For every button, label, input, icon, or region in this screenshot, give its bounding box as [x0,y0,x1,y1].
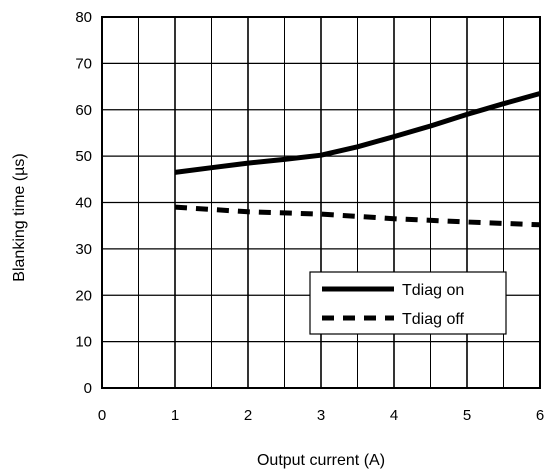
y-tick-label: 60 [75,102,92,119]
series-line-tdiag-off [174,204,541,228]
series-line-tdiag-on [174,91,541,175]
y-tick-label: 10 [75,334,92,351]
y-tick-label: 0 [84,380,92,397]
y-tick-label: 30 [75,241,92,258]
legend: Tdiag on Tdiag off [309,271,507,335]
legend-label-tdiag-on: Tdiag on [402,282,464,299]
y-tick-label: 40 [75,195,92,212]
y-tick-label: 80 [75,9,92,26]
series-lines [174,91,541,228]
x-tick-label: 0 [98,407,106,424]
y-tick-label: 70 [75,55,92,72]
x-tick-label: 6 [536,407,544,424]
x-tick-label: 5 [463,407,471,424]
plot-area-border [101,16,541,389]
y-tick-labels: 0 10 20 30 40 50 60 70 80 [75,9,92,397]
x-tick-label: 2 [244,407,252,424]
legend-label-tdiag-off: Tdiag off [402,311,465,328]
x-tick-labels: 0 1 2 3 4 5 6 [98,407,544,424]
legend-box [309,271,507,335]
x-axis-label: Output current (A) [257,452,385,469]
y-axis-label: Blanking time (µs) [11,153,28,281]
x-tick-label: 4 [390,407,398,424]
y-tick-label: 20 [75,287,92,304]
y-tick-label: 50 [75,148,92,165]
x-tick-label: 3 [317,407,325,424]
x-tick-label: 1 [171,407,179,424]
